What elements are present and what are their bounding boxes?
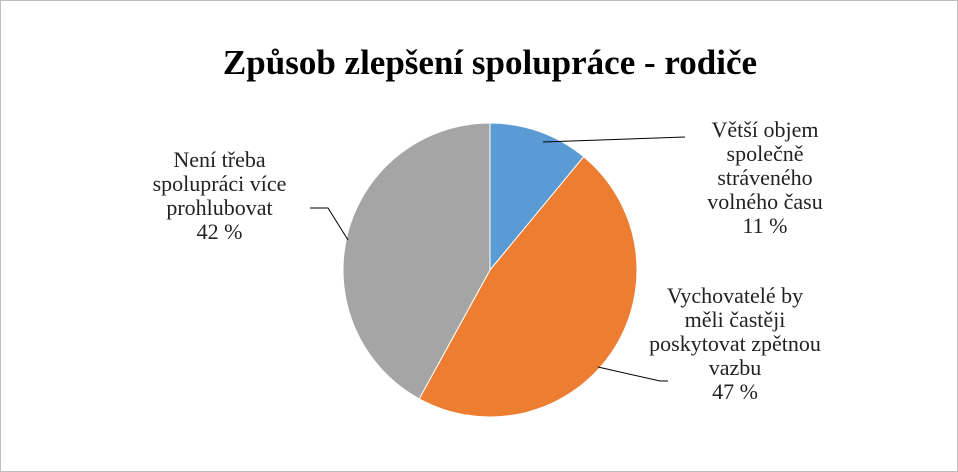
leader-line — [310, 207, 349, 241]
pie-slice — [418, 156, 638, 418]
chart-title: Způsob zlepšení spolupráce - rodiče — [223, 43, 757, 82]
category-label: Vychovatelé by měli častěji poskytovat z… — [649, 283, 821, 380]
value-label: 11 % — [742, 213, 788, 238]
value-label: 47 % — [712, 379, 758, 404]
value-label: 42 % — [196, 219, 243, 244]
pie-slice — [342, 122, 491, 400]
category-label: Větší objem společně stráveného volného … — [707, 117, 823, 214]
slices — [342, 122, 638, 418]
category-label: Není třeba spolupráci více prohlubovat — [152, 147, 287, 220]
slice-label: Není třeba spolupráci více prohlubovat 4… — [132, 148, 307, 244]
slice-label: Větší objem společně stráveného volného … — [680, 118, 850, 238]
slice-label: Vychovatelé by měli častěji poskytovat z… — [645, 284, 825, 404]
leader-line — [597, 366, 668, 382]
pie-slice — [489, 122, 585, 272]
leader-line — [542, 136, 686, 143]
